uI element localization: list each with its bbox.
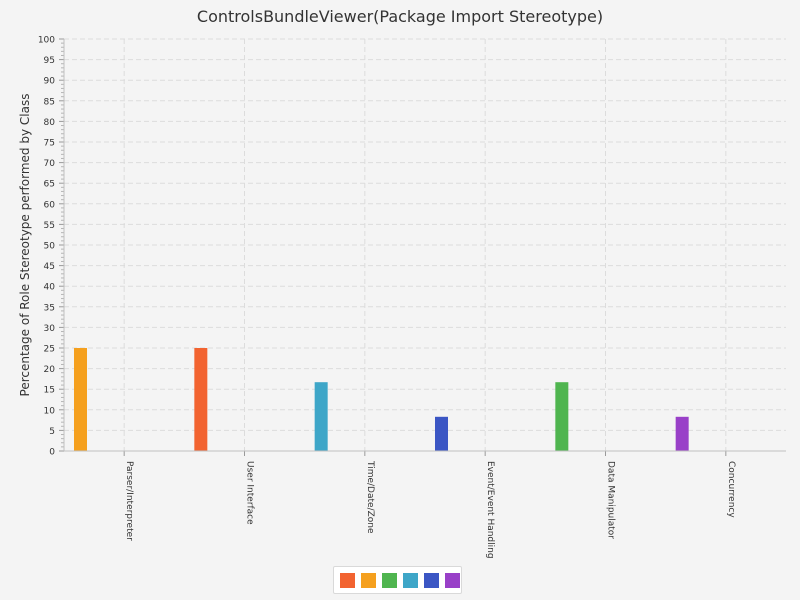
- y-tick-label: 30: [44, 324, 56, 334]
- y-tick-label: 40: [44, 283, 56, 293]
- y-tick-label: 80: [44, 118, 56, 128]
- x-category-label: Concurrency: [726, 461, 736, 518]
- y-tick-label: 25: [44, 345, 55, 355]
- grid-lines: [64, 38, 786, 451]
- y-tick-label: 10: [44, 406, 56, 416]
- x-category-label: User Interface: [245, 461, 255, 525]
- y-tick-label: 50: [44, 242, 56, 252]
- x-category-label: Data Manipulator: [606, 461, 616, 539]
- y-tick-label: 100: [38, 36, 55, 46]
- bar: [675, 416, 689, 451]
- bar: [314, 382, 328, 451]
- legend-swatch: [340, 572, 355, 588]
- legend-swatch: [361, 572, 376, 588]
- bar: [74, 348, 87, 451]
- y-tick-label: 95: [44, 56, 55, 66]
- x-category-label: Time/Date/Zone: [365, 460, 375, 534]
- y-tick-label: 20: [44, 365, 56, 375]
- x-category-label: Parser/Interpreter: [124, 461, 134, 541]
- y-axis-ticks: 0 5 10 15 20 25 30 35 40 45 50 55 60 65 70 75 80 85 90 95 10…: [38, 36, 64, 458]
- bar: [194, 348, 208, 451]
- y-tick-label: 15: [44, 386, 55, 396]
- legend-swatch: [403, 572, 418, 588]
- x-category-label: Event/Event Handling: [485, 461, 495, 559]
- chart-title: ControlsBundleViewer(Package Import Ster…: [196, 7, 604, 26]
- chart-legend: [333, 566, 462, 594]
- x-axis-labels: Parser/Interpreter User Interface Time/Dat…: [123, 451, 736, 559]
- y-tick-label: 0: [49, 448, 55, 458]
- y-tick-label: 65: [44, 180, 55, 190]
- y-tick-label: 70: [44, 159, 56, 169]
- y-tick-label: 5: [49, 427, 55, 437]
- legend-swatch: [445, 572, 460, 588]
- bars: [74, 348, 689, 451]
- legend-swatch: [382, 572, 397, 588]
- y-tick-label: 90: [44, 77, 56, 87]
- legend-swatch: [424, 572, 439, 588]
- bar: [435, 416, 448, 451]
- y-tick-label: 60: [44, 200, 56, 210]
- y-tick-label: 45: [44, 262, 55, 272]
- y-tick-label: 55: [44, 221, 55, 231]
- y-axis-title: Percentage of Role Stereotype performed …: [18, 94, 32, 397]
- y-tick-label: 75: [44, 139, 55, 149]
- y-tick-label: 35: [44, 303, 55, 313]
- y-tick-label: 85: [44, 97, 55, 107]
- bar: [555, 382, 569, 451]
